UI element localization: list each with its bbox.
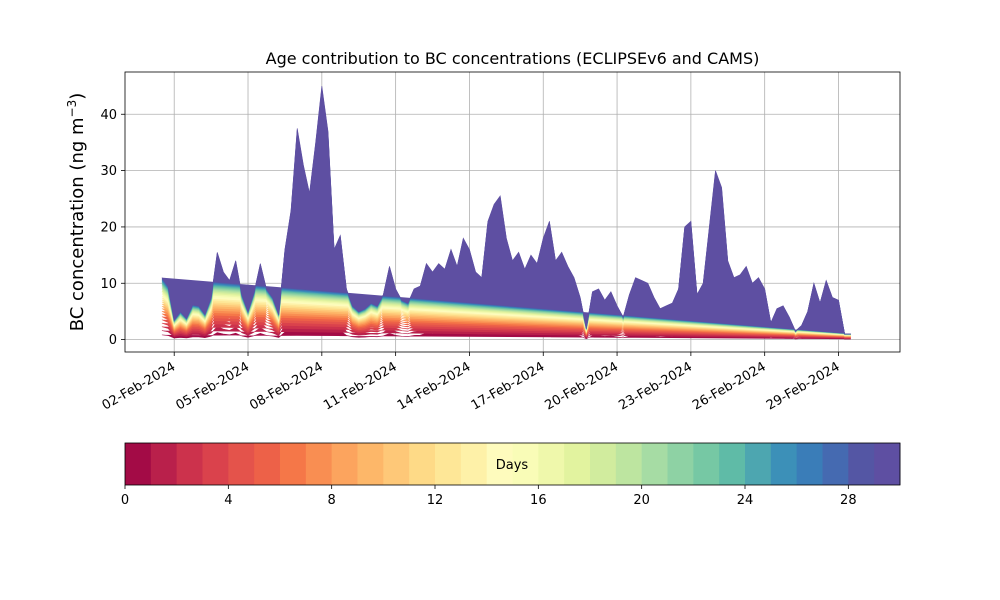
colorbar-segment-day-16 bbox=[538, 443, 565, 485]
colorbar-segment-day-0 bbox=[125, 443, 152, 485]
colorbar-segment-day-18 bbox=[590, 443, 617, 485]
colorbar-segment-day-11 bbox=[409, 443, 436, 485]
y-axis: 0 10 20 30 40 bbox=[100, 108, 125, 348]
colorbar-segment-day-2 bbox=[176, 443, 203, 485]
colorbar-segment-day-6 bbox=[280, 443, 307, 485]
colorbar-segment-day-19 bbox=[615, 443, 643, 485]
colorbar-segment-day-17 bbox=[564, 443, 591, 485]
colorbar-segment-day-25 bbox=[770, 443, 798, 485]
y-tick-label: 40 bbox=[100, 108, 117, 123]
colorbar-segment-day-24 bbox=[745, 443, 772, 485]
colorbar-segment-day-3 bbox=[202, 443, 229, 485]
colorbar-segment-day-23 bbox=[719, 443, 746, 485]
colorbar-frame bbox=[124, 442, 901, 486]
colorbar-segment-day-9 bbox=[357, 443, 384, 485]
y-tick-label: 0 bbox=[109, 333, 117, 348]
colorbar-segment-day-5 bbox=[254, 443, 281, 485]
colorbar-segment-day-28 bbox=[848, 443, 875, 485]
colorbar-segment-day-20 bbox=[641, 443, 668, 485]
colorbar-segment-day-7 bbox=[305, 443, 333, 485]
y-axis-label-main: BC concentration (ng m bbox=[67, 117, 88, 331]
stacked-area-series bbox=[161, 86, 851, 340]
y-tick-label: 20 bbox=[100, 220, 117, 235]
chart-title: Age contribution to BC concentrations (E… bbox=[266, 49, 760, 68]
colorbar-segment-day-21 bbox=[667, 443, 694, 485]
colorbar-segment-day-29 bbox=[874, 443, 901, 485]
colorbar-tick-label: 12 bbox=[427, 493, 444, 508]
colorbar-segment-day-27 bbox=[822, 443, 849, 485]
y-axis-label-suffix: ) bbox=[67, 93, 88, 100]
colorbar-tick-label: 16 bbox=[530, 493, 547, 508]
colorbar-tick-label: 4 bbox=[224, 493, 232, 508]
colorbar-segment-day-14 bbox=[486, 443, 513, 485]
colorbar-segment-day-26 bbox=[796, 443, 823, 485]
colorbar: 0 4 8 12 16 20 24 28 bbox=[121, 442, 901, 508]
colorbar-segment-day-4 bbox=[228, 443, 255, 485]
y-tick-label: 10 bbox=[100, 277, 117, 292]
colorbar-tick-label: 20 bbox=[633, 493, 650, 508]
colorbar-tick-label: 24 bbox=[737, 493, 754, 508]
y-tick-label: 30 bbox=[100, 164, 117, 179]
colorbar-label: Days bbox=[496, 458, 529, 473]
colorbar-segment-day-8 bbox=[331, 443, 358, 485]
colorbar-segment-day-10 bbox=[383, 443, 410, 485]
colorbar-segment-day-22 bbox=[693, 443, 720, 485]
colorbar-tick-label: 0 bbox=[121, 493, 129, 508]
colorbar-tick-label: 8 bbox=[328, 493, 336, 508]
colorbar-tick-label: 28 bbox=[840, 493, 857, 508]
age-layer-day-29 bbox=[161, 86, 851, 335]
plot-frame bbox=[124, 71, 901, 353]
y-axis-label: BC concentration (ng m−3) bbox=[65, 93, 88, 332]
colorbar-segment-day-1 bbox=[150, 443, 178, 485]
y-axis-label-superscript: −3 bbox=[65, 100, 79, 118]
colorbar-segment-day-13 bbox=[460, 443, 488, 485]
colorbar-segment-day-12 bbox=[435, 443, 462, 485]
colorbar-segment-day-15 bbox=[512, 443, 539, 485]
